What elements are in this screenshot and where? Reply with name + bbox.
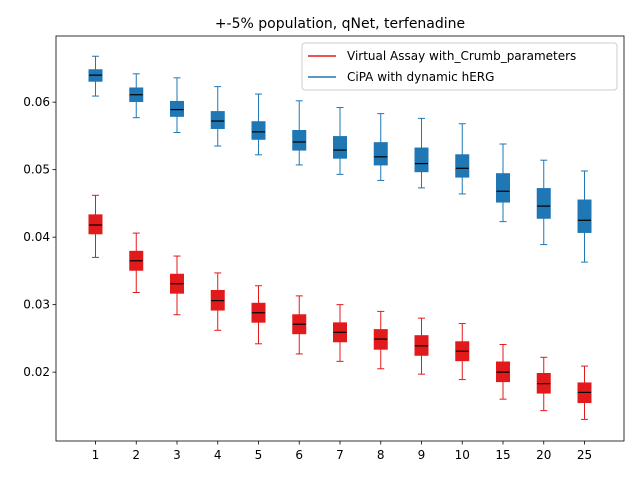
- x-tick-label: 6: [295, 448, 303, 462]
- box: [170, 100, 184, 117]
- x-tick-label: 2: [132, 448, 140, 462]
- legend-label: Virtual Assay with_Crumb_parameters: [347, 49, 576, 63]
- x-tick-label: 5: [255, 448, 263, 462]
- y-tick-label: 0.02: [23, 365, 50, 379]
- box: [210, 111, 225, 129]
- box: [496, 173, 510, 203]
- x-tick-label: 8: [377, 448, 385, 462]
- y-tick-label: 0.06: [23, 95, 50, 109]
- chart-title: +-5% population, qNet, terfenadine: [215, 16, 465, 32]
- x-tick-label: 4: [214, 448, 222, 462]
- y-tick-label: 0.05: [23, 163, 50, 177]
- legend: Virtual Assay with_Crumb_parameters CiPA …: [301, 42, 618, 91]
- box: [373, 142, 388, 166]
- legend-label: CiPA with dynamic hERG: [347, 70, 494, 84]
- box: [414, 147, 429, 173]
- x-tick-label: 7: [336, 448, 344, 462]
- box: [251, 121, 266, 140]
- series-cipa: [88, 55, 592, 263]
- box: [536, 188, 551, 219]
- plot-area: 0.02 0.03 0.04 0.05 0.06 1 2 3 4 5 6 7 8 9 10 15 20 25: [23, 35, 625, 462]
- box: [577, 199, 592, 233]
- x-tick-label: 10: [455, 448, 470, 462]
- x-tick-label: 15: [495, 448, 510, 462]
- x-tick-label: 25: [577, 448, 592, 462]
- box: [333, 136, 347, 159]
- x-tick-label: 1: [92, 448, 100, 462]
- legend-frame: [301, 42, 618, 91]
- box: [292, 130, 307, 151]
- x-tick-label: 9: [418, 448, 426, 462]
- box: [88, 214, 103, 235]
- y-tick-label: 0.03: [23, 298, 50, 312]
- y-tick-label: 0.04: [23, 230, 50, 244]
- x-tick-label: 20: [536, 448, 551, 462]
- x-tick-label: 3: [173, 448, 181, 462]
- series-virtual-assay: [88, 194, 592, 420]
- box: [455, 154, 470, 178]
